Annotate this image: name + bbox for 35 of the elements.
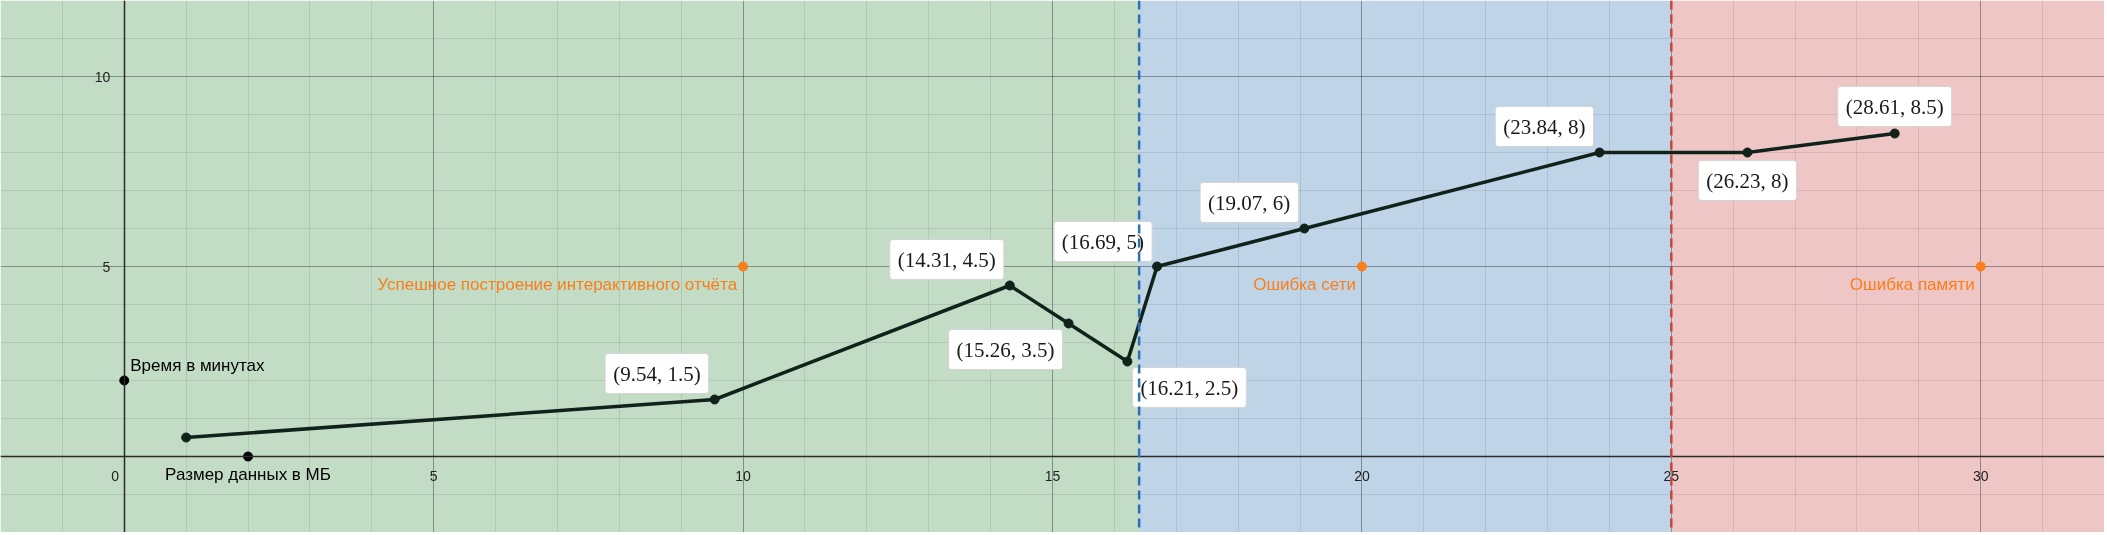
data-label: (15.26, 3.5): [956, 337, 1055, 362]
point: [1889, 128, 1900, 139]
point: [1975, 261, 1986, 272]
x-tick-label: 0: [111, 467, 120, 484]
point: [181, 432, 192, 443]
x-tick-label: 30: [1972, 467, 1989, 484]
point: [1742, 147, 1753, 158]
x-tick-label: 15: [1044, 467, 1061, 484]
data-label: (16.69, 5): [1061, 229, 1145, 254]
x-tick-label: 10: [735, 467, 752, 484]
annotation: Время в минутах: [130, 355, 265, 375]
point: [1356, 261, 1367, 272]
point: [738, 261, 749, 272]
point: [709, 394, 720, 405]
annotation: Ошибка памяти: [1849, 274, 1975, 294]
data-label: (26.23, 8): [1706, 168, 1789, 193]
x-tick-label: 5: [429, 467, 438, 484]
data-label: (16.21, 2.5): [1140, 375, 1239, 400]
data-label: (9.54, 1.5): [613, 361, 701, 386]
annotation: Размер данных в МБ: [165, 464, 331, 484]
annotation: Успешное построение интерактивного отчёта: [377, 274, 738, 294]
data-label: (14.31, 4.5): [897, 247, 996, 272]
point: [1004, 280, 1015, 291]
point: [1122, 356, 1133, 367]
point: [243, 451, 254, 462]
point: [1594, 147, 1605, 158]
annotation: Ошибка сети: [1253, 274, 1356, 294]
x-tick-label: 20: [1354, 467, 1370, 484]
data-label: (23.84, 8): [1503, 114, 1586, 139]
data-label: (19.07, 6): [1208, 190, 1291, 215]
point: [1152, 261, 1163, 272]
point: [1299, 223, 1310, 234]
x-tick-label: 25: [1663, 467, 1680, 484]
point: [1063, 318, 1074, 329]
data-label: (28.61, 8.5): [1845, 94, 1944, 119]
